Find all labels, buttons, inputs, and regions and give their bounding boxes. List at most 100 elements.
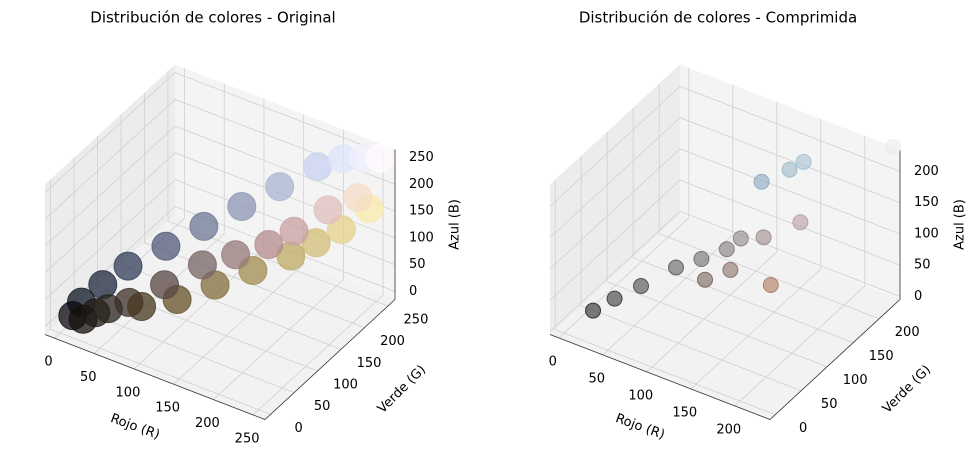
z-tick-label: 50	[409, 257, 426, 272]
z-tick-label: 150	[409, 204, 434, 219]
z-tick-label: 200	[409, 177, 434, 192]
point	[755, 229, 772, 246]
y-axis-label: Verde (G)	[375, 362, 429, 416]
y-tick-label: 150	[869, 349, 894, 364]
z-axis-label: Azul (B)	[953, 199, 968, 250]
x-tick-label: 150	[672, 405, 697, 420]
z-tick-label: 100	[409, 230, 434, 245]
grid-line	[549, 117, 901, 238]
axis-line	[44, 149, 396, 420]
point	[151, 231, 181, 261]
point	[718, 241, 735, 258]
point	[697, 271, 713, 288]
point	[227, 191, 257, 221]
point	[633, 278, 649, 295]
grid-line	[690, 118, 822, 390]
point	[189, 211, 219, 241]
z-tick-label: 150	[914, 195, 939, 210]
x-tick-label: 150	[155, 401, 180, 416]
point	[187, 250, 217, 280]
chart-title: Distribución de colores - Comprimida	[579, 9, 857, 27]
grid-line	[549, 179, 901, 301]
x-axis-label: Rojo (R)	[613, 411, 666, 443]
grid-line	[549, 148, 901, 270]
y-tick-label: 200	[380, 334, 405, 349]
y-tick-label: 150	[357, 356, 382, 371]
point	[265, 172, 295, 202]
point	[762, 276, 779, 293]
back-pane	[680, 64, 900, 300]
z-tick-label: 250	[409, 150, 434, 165]
y-tick-label: 0	[799, 421, 807, 436]
x-tick-label: 0	[44, 355, 52, 370]
grid-line	[50, 179, 271, 415]
left-pane	[45, 64, 175, 335]
point	[722, 261, 739, 278]
grid-line	[44, 206, 396, 327]
grid-line	[549, 210, 901, 332]
point	[313, 195, 343, 225]
point	[113, 251, 143, 281]
z-axis-label: Azul (B)	[448, 199, 463, 250]
grid-line	[144, 92, 365, 329]
x-tick-label: 50	[80, 370, 97, 385]
y-axis-label: Verde (G)	[880, 362, 934, 416]
point	[365, 143, 395, 173]
chart-title: Distribución de colores - Original	[90, 9, 335, 27]
y-tick-label: 250	[404, 312, 429, 327]
y-tick-label: 0	[294, 421, 302, 436]
grid-line	[252, 144, 384, 416]
grid-line	[734, 135, 866, 407]
z-tick-label: 0	[409, 284, 417, 299]
grid-line	[167, 70, 389, 307]
point	[127, 292, 157, 322]
subplot: 0501001502002500501001502002500501001502…	[44, 9, 462, 447]
x-axis-label: Rojo (R)	[108, 411, 161, 443]
point	[792, 214, 809, 231]
point	[885, 139, 901, 156]
point	[732, 230, 749, 247]
y-tick-label: 100	[843, 373, 868, 388]
grid-line	[646, 101, 778, 373]
x-tick-label: 50	[589, 371, 606, 386]
point	[693, 251, 710, 267]
grid-line	[44, 125, 396, 247]
grid-line	[549, 85, 901, 207]
point	[585, 302, 602, 319]
grid-line	[658, 83, 880, 320]
point	[221, 240, 251, 270]
point	[343, 183, 373, 213]
grid-line	[44, 72, 396, 193]
grid-line	[213, 129, 344, 400]
point	[279, 216, 309, 246]
grid-line	[554, 179, 776, 416]
y-tick-label: 200	[895, 325, 920, 340]
y-tick-label: 50	[821, 397, 838, 412]
grid-line	[602, 84, 734, 356]
point	[606, 290, 623, 307]
point	[254, 230, 284, 260]
x-tick-label: 100	[116, 385, 141, 400]
grid-line	[580, 155, 802, 392]
point	[668, 259, 684, 276]
grid-line	[606, 131, 828, 368]
grid-line	[558, 67, 690, 339]
point	[149, 270, 179, 300]
point	[781, 161, 798, 178]
point	[795, 153, 812, 170]
point	[753, 173, 770, 190]
left-pane	[550, 64, 680, 335]
y-tick-label: 50	[314, 399, 331, 414]
z-tick-label: 50	[914, 258, 931, 273]
grid-line	[632, 107, 854, 344]
z-tick-label: 0	[914, 289, 922, 304]
x-tick-label: 200	[195, 416, 220, 431]
y-tick-label: 100	[333, 377, 358, 392]
axis-line	[549, 149, 901, 420]
z-tick-label: 100	[914, 226, 939, 241]
x-tick-label: 200	[716, 422, 741, 437]
x-tick-label: 0	[549, 354, 557, 369]
x-tick-label: 250	[235, 431, 260, 446]
